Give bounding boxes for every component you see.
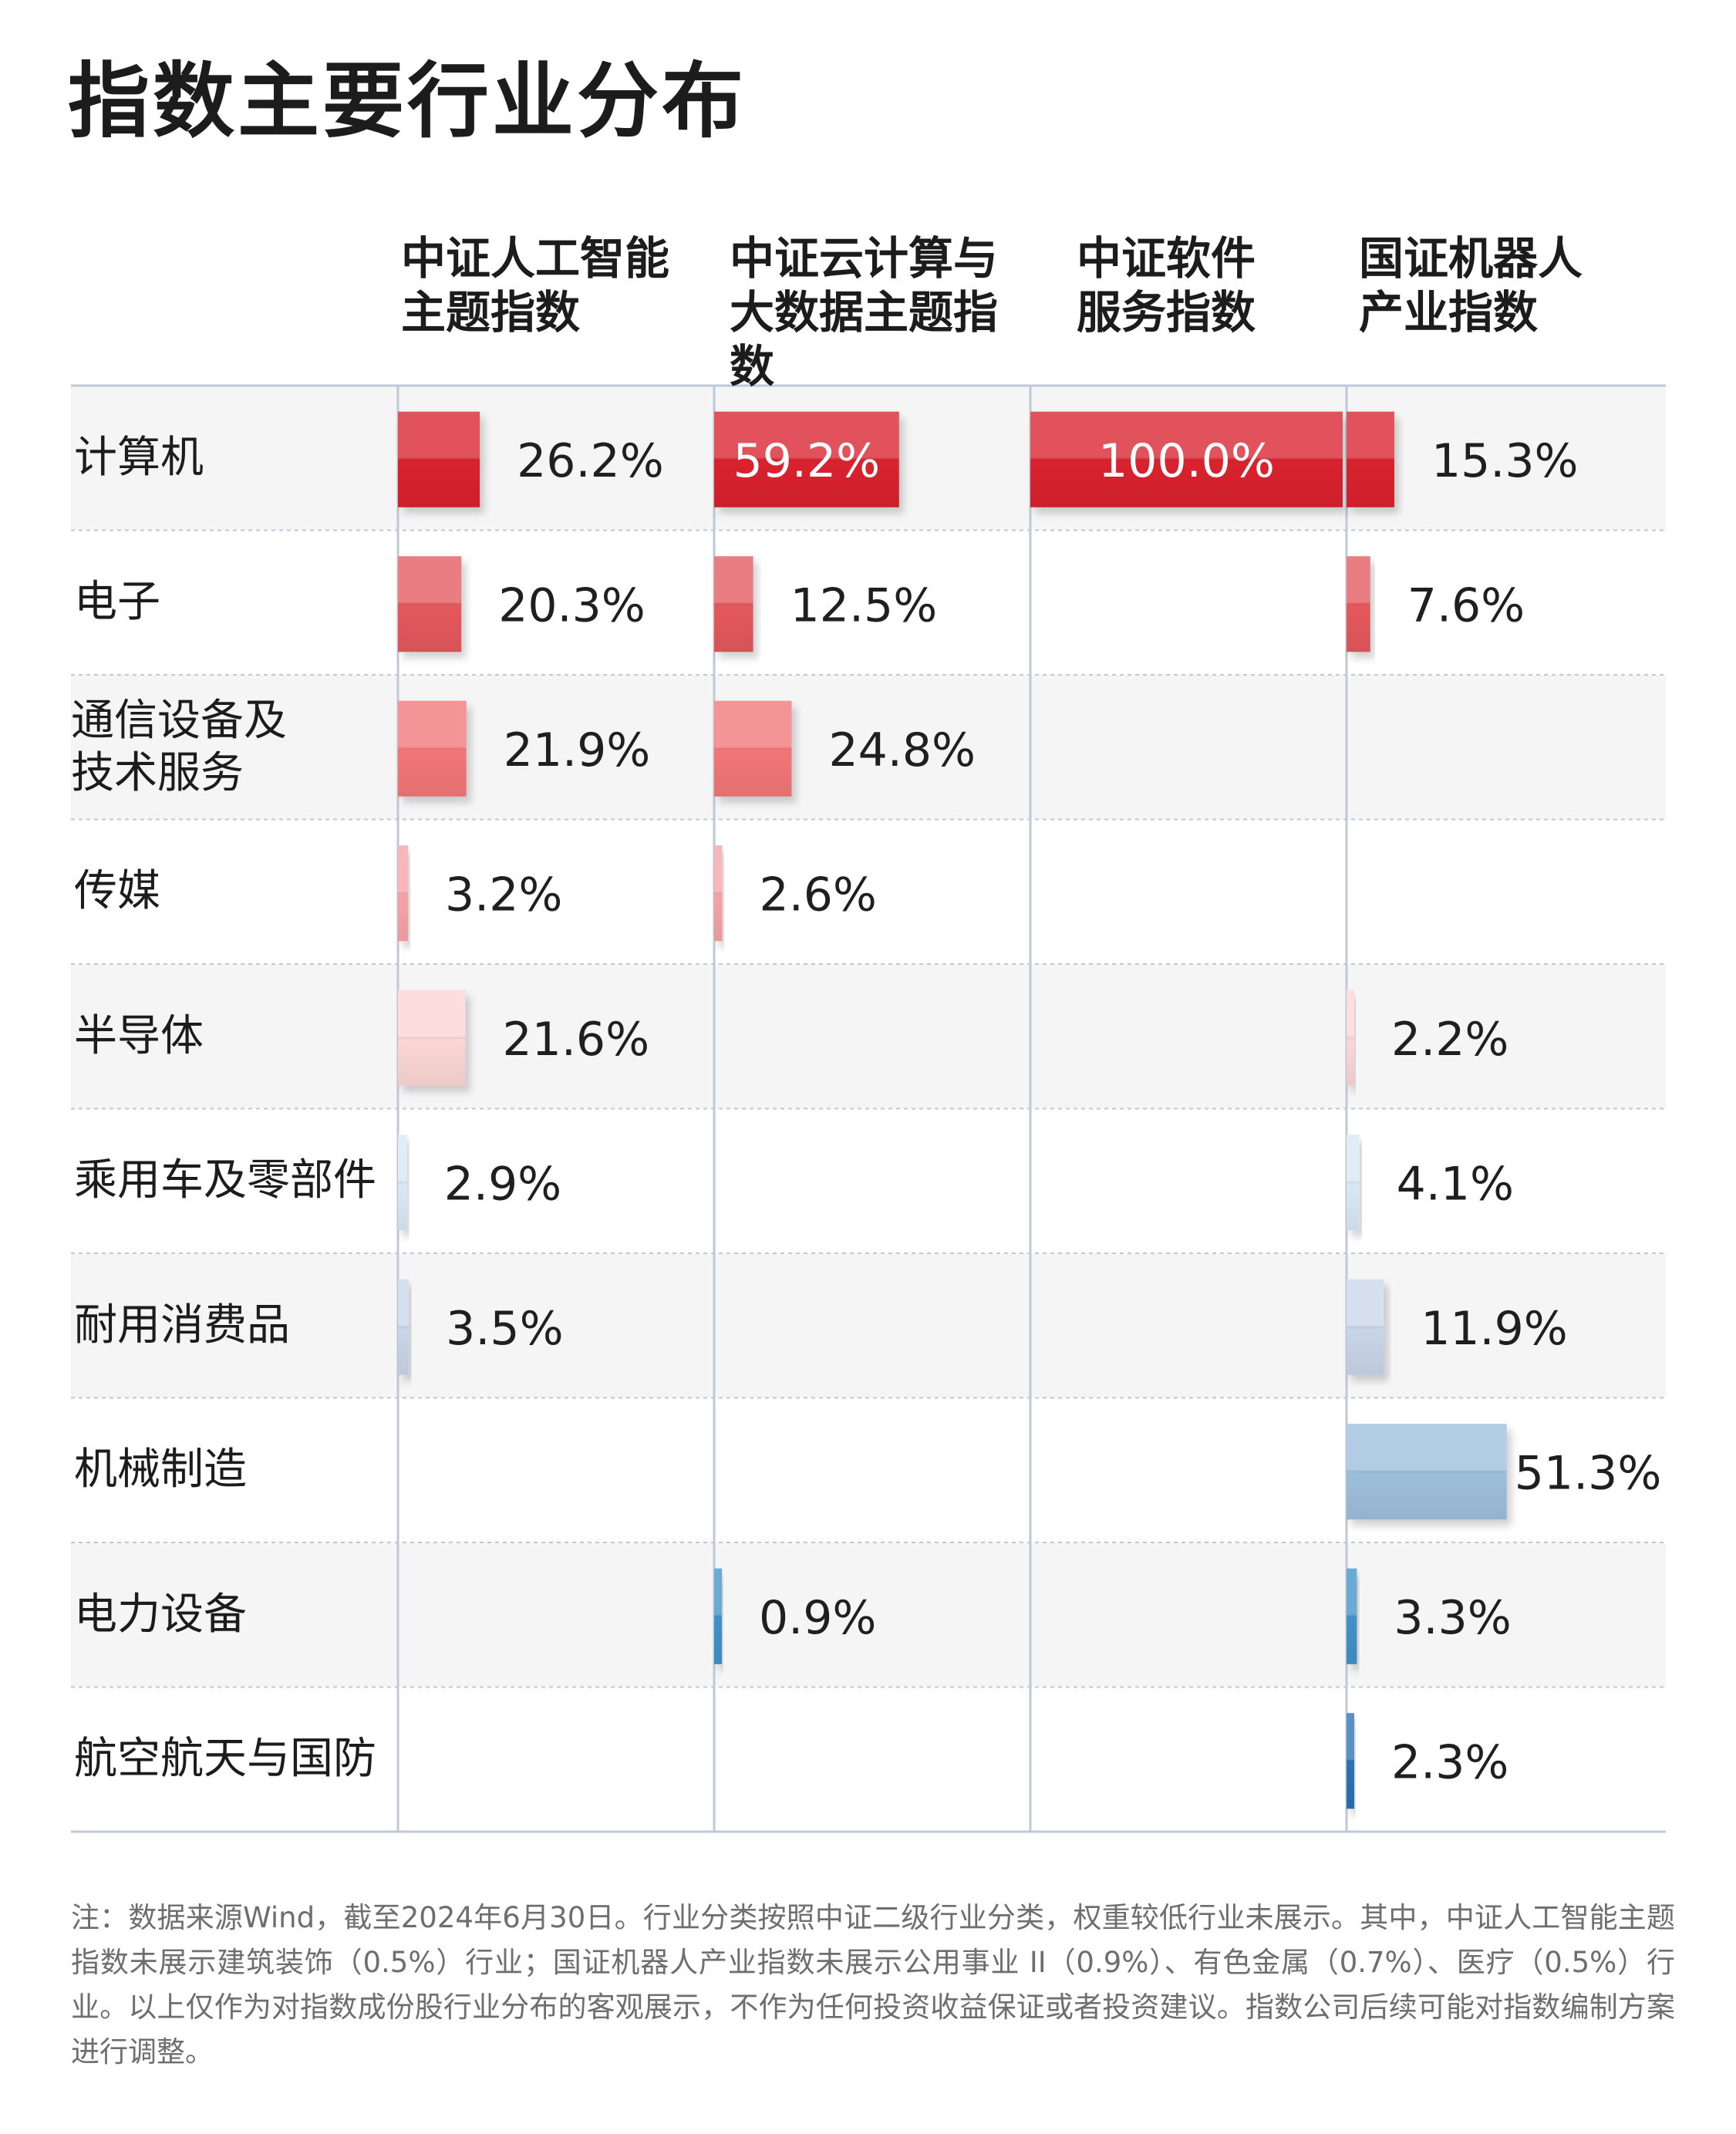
bar — [714, 845, 723, 942]
data-label: 7.6% — [1407, 578, 1525, 632]
data-label: 2.2% — [1391, 1013, 1508, 1067]
data-label: 20.3% — [498, 578, 646, 632]
bar — [398, 1134, 407, 1231]
data-label: 51.3% — [1515, 1446, 1662, 1500]
bar — [398, 989, 466, 1086]
data-label: 26.2% — [517, 434, 664, 488]
bar-sheen — [1347, 1134, 1360, 1231]
bar — [1347, 411, 1394, 507]
bar-sheen — [398, 700, 467, 797]
bar-sheen — [714, 556, 753, 652]
row-background — [71, 964, 1666, 1109]
bar-sheen — [1347, 556, 1370, 652]
bar-sheen — [714, 700, 792, 797]
data-label: 24.8% — [828, 723, 976, 777]
bar — [1030, 411, 1343, 507]
data-label: 3.2% — [445, 868, 562, 922]
bar-sheen — [1347, 1424, 1507, 1520]
category-label: 通信设备及 技术服务 — [71, 695, 287, 798]
data-label: 2.9% — [444, 1157, 561, 1211]
bar — [1347, 1713, 1354, 1809]
bar — [1347, 989, 1354, 1086]
data-label: 11.9% — [1421, 1302, 1568, 1356]
category-label: 电子 — [74, 577, 160, 628]
bar-sheen — [398, 845, 408, 942]
data-label: 15.3% — [1431, 434, 1579, 488]
bar-sheen — [398, 1279, 410, 1375]
series-header: 中证软件 服务指数 — [1077, 232, 1256, 339]
footnote: 注：数据来源Wind，截至2024年6月30日。行业分类按照中证二级行业分类，权… — [71, 1901, 1675, 2068]
bar — [714, 556, 753, 652]
row-background — [71, 675, 1666, 820]
bar — [1347, 556, 1370, 652]
bar-sheen — [398, 1134, 407, 1231]
category-label: 电力设备 — [74, 1589, 247, 1640]
category-label: 半导体 — [74, 1010, 204, 1061]
bar-sheen — [714, 845, 723, 942]
category-label: 计算机 — [74, 432, 204, 483]
bar — [398, 700, 467, 797]
data-label: 2.6% — [760, 868, 877, 922]
category-label: 乘用车及零部件 — [74, 1155, 376, 1206]
bar — [714, 700, 792, 797]
bar-sheen — [714, 411, 899, 507]
bar — [714, 1568, 722, 1664]
data-label: 3.3% — [1394, 1591, 1511, 1645]
category-label: 航空航天与国防 — [74, 1734, 376, 1785]
bar — [398, 1279, 410, 1375]
page-title: 指数主要行业分布 — [68, 54, 747, 149]
series-header: 中证云计算与 大数据主题指数 — [730, 232, 999, 393]
bar — [398, 845, 408, 942]
bar — [398, 556, 462, 652]
data-label: 2.3% — [1391, 1735, 1508, 1789]
category-label: 耐用消费品 — [74, 1300, 290, 1350]
data-label: 21.6% — [502, 1013, 649, 1067]
series-header: 中证人工智能 主题指数 — [401, 232, 670, 339]
data-label: 3.5% — [446, 1302, 563, 1356]
bar-sheen — [1030, 411, 1343, 507]
bar — [398, 411, 480, 507]
bar-sheen — [714, 1568, 722, 1664]
data-label: 12.5% — [790, 578, 938, 632]
bar-sheen — [1347, 1713, 1354, 1809]
category-label: 机械制造 — [74, 1445, 247, 1495]
bar-sheen — [1347, 989, 1354, 1086]
bar-sheen — [1347, 1568, 1357, 1664]
row-background — [71, 1542, 1666, 1687]
bar — [1347, 1279, 1384, 1375]
data-label: 0.9% — [759, 1591, 876, 1645]
bar — [714, 411, 899, 507]
series-header: 国证机器人 产业指数 — [1359, 232, 1583, 339]
data-label: 4.1% — [1397, 1157, 1514, 1211]
bar — [1347, 1134, 1360, 1231]
bar-sheen — [1347, 1279, 1384, 1375]
row-background — [71, 1253, 1666, 1398]
data-label: 21.9% — [504, 723, 651, 777]
bar-sheen — [398, 556, 462, 652]
data-label: 100.0% — [1098, 434, 1275, 488]
bar — [1347, 1568, 1357, 1664]
chart-svg: 26.2% 20.3% 21.9% 3.2% 21.6% 2.9% 3.5% 59.2% 12.… — [71, 384, 1666, 1833]
data-label: 59.2% — [733, 434, 881, 488]
bar-sheen — [398, 411, 480, 507]
bar-sheen — [1347, 411, 1394, 507]
bar — [1347, 1424, 1507, 1520]
bar-sheen — [398, 989, 466, 1086]
category-label: 传媒 — [74, 866, 160, 917]
